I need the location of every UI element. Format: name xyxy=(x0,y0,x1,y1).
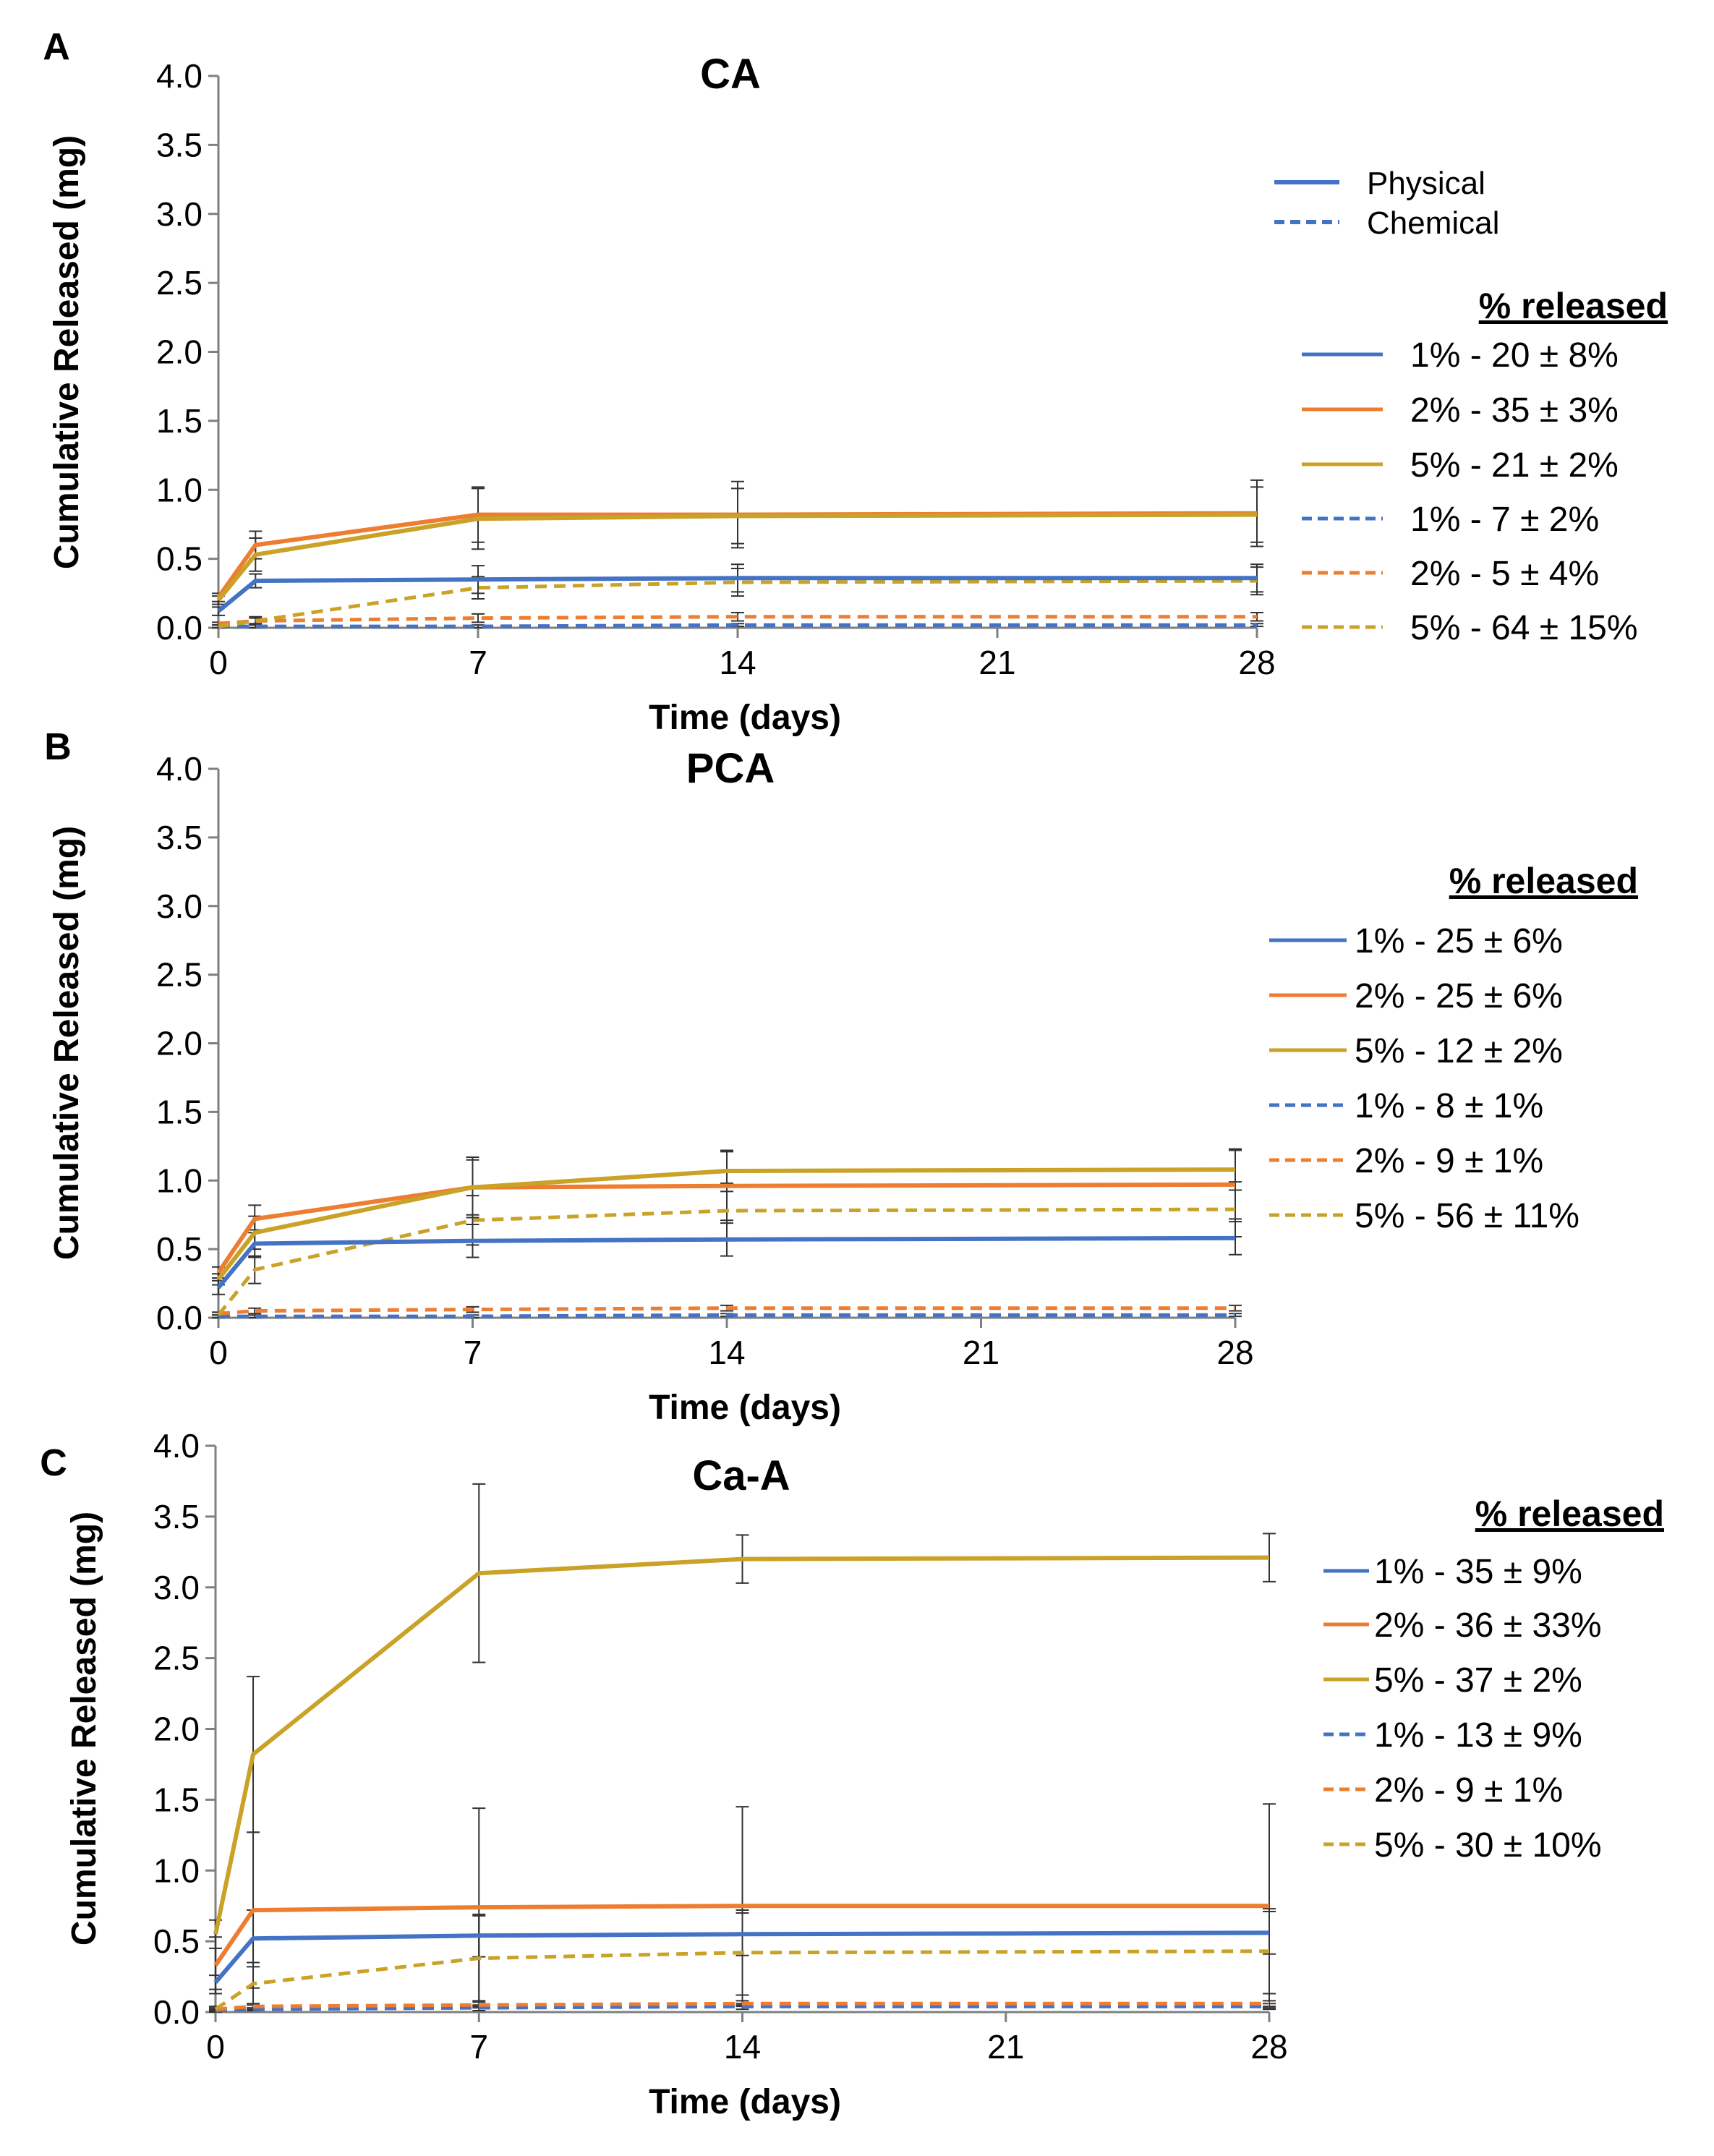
legend-label: 2% - 36 ± 33% xyxy=(1374,1606,1602,1645)
legend-label: 5% - 30 ± 10% xyxy=(1374,1826,1602,1865)
legend-label: 2% - 9 ± 1% xyxy=(1355,1142,1543,1180)
series-line xyxy=(218,1313,1235,1318)
legend-label: 1% - 25 ± 6% xyxy=(1355,922,1563,960)
legend-label: 5% - 12 ± 2% xyxy=(1355,1032,1563,1070)
series-line xyxy=(218,1306,1235,1316)
x-tick-label: 21 xyxy=(987,2028,1024,2066)
y-tick-label: 4.0 xyxy=(156,57,202,95)
y-tick-label: 2.5 xyxy=(153,1640,200,1677)
y-tick-label: 0.5 xyxy=(156,540,202,578)
series-line xyxy=(214,1949,1270,2011)
x-tick-label: 14 xyxy=(708,1334,745,1371)
series-line xyxy=(213,1904,1269,1967)
x-axis-title: Time (days) xyxy=(649,2083,841,2121)
x-tick-label: 0 xyxy=(209,644,228,681)
legend-title: % released xyxy=(1475,1494,1664,1534)
legend-label: 1% - 35 ± 9% xyxy=(1374,1553,1582,1591)
y-tick-label: 1.5 xyxy=(156,402,202,440)
legend-label: 2% - 9 ± 1% xyxy=(1374,1771,1563,1810)
legend-label: 5% - 21 ± 2% xyxy=(1410,446,1619,485)
legend-label: 5% - 56 ± 11% xyxy=(1355,1197,1579,1235)
x-tick-label: 14 xyxy=(719,644,756,681)
series-line xyxy=(213,1555,1270,1935)
x-tick-label: 21 xyxy=(978,644,1015,681)
series-line xyxy=(217,576,1257,613)
y-tick-label: 3.5 xyxy=(156,819,202,856)
x-tick-label: 21 xyxy=(963,1334,999,1371)
y-tick-label: 3.0 xyxy=(153,1569,200,1606)
y-tick-label: 1.0 xyxy=(156,471,202,508)
legend-label: 5% - 64 ± 15% xyxy=(1410,609,1638,647)
x-tick-label: 7 xyxy=(464,1334,482,1371)
x-tick-label: 14 xyxy=(724,2028,761,2066)
series-line xyxy=(218,579,1258,629)
y-tick-label: 0.0 xyxy=(153,1993,200,2031)
legend-label: 1% - 13 ± 9% xyxy=(1374,1716,1582,1755)
type-legend-label: Chemical xyxy=(1367,205,1499,241)
y-tick-label: 3.5 xyxy=(153,1498,200,1535)
y-tick-label: 2.0 xyxy=(156,1025,202,1062)
chart-title: Ca-A xyxy=(692,1452,790,1499)
y-axis-title: Cumulative Released (mg) xyxy=(48,826,86,1260)
y-axis-title: Cumulative Released (mg) xyxy=(65,1512,103,1946)
panel-a: 0.0 0.5 1.0 1.5 2.0 2.5 3.0 3.5 4.0 0 7 14 21 28 Time … xyxy=(43,26,1668,737)
y-tick-label: 4.0 xyxy=(153,1427,200,1465)
series-line xyxy=(216,512,1258,602)
y-axis-title: Cumulative Released (mg) xyxy=(48,135,86,569)
y-tick-label: 4.0 xyxy=(156,750,202,788)
chart-title: PCA xyxy=(686,745,775,792)
legend-title: % released xyxy=(1479,286,1668,326)
y-tick-label: 3.0 xyxy=(156,887,202,925)
y-tick-label: 0.5 xyxy=(156,1230,202,1268)
y-tick-label: 2.0 xyxy=(153,1710,200,1748)
x-axis-title: Time (days) xyxy=(649,699,841,737)
x-tick-label: 7 xyxy=(469,644,487,681)
series-line xyxy=(213,1930,1270,1984)
type-legend-label: Physical xyxy=(1367,166,1485,201)
panel-letter: A xyxy=(43,26,70,68)
panel-b: 0.0 0.5 1.0 1.5 2.0 2.5 3.0 3.5 4.0 0 7 14 21 28 Time … xyxy=(44,726,1638,1427)
x-tick-label: 28 xyxy=(1238,644,1275,681)
y-tick-label: 1.0 xyxy=(153,1852,200,1889)
series-line xyxy=(217,1207,1236,1316)
chart-title: CA xyxy=(700,51,761,98)
series-line xyxy=(215,2004,1269,2013)
x-tick-label: 7 xyxy=(469,2028,488,2066)
y-tick-label: 3.5 xyxy=(156,126,202,163)
y-tick-label: 2.5 xyxy=(156,956,202,994)
x-tick-label: 28 xyxy=(1250,2028,1287,2066)
panel-letter: C xyxy=(40,1442,67,1484)
y-tick-label: 2.5 xyxy=(156,264,202,302)
legend-label: 1% - 8 ± 1% xyxy=(1355,1087,1543,1125)
series-line xyxy=(215,2001,1269,2011)
legend-label: 1% - 7 ± 2% xyxy=(1410,500,1599,539)
y-tick-label: 2.0 xyxy=(156,333,202,371)
y-tick-label: 1.5 xyxy=(156,1093,202,1130)
x-axis-title: Time (days) xyxy=(649,1389,841,1427)
panel-letter: B xyxy=(44,726,72,768)
legend-label: 2% - 35 ± 3% xyxy=(1410,391,1619,430)
legend-label: 5% - 37 ± 2% xyxy=(1374,1661,1582,1700)
y-tick-label: 0.0 xyxy=(156,609,202,647)
y-tick-label: 3.0 xyxy=(156,195,202,233)
y-tick-label: 0.0 xyxy=(156,1299,202,1337)
panel-c: 0.0 0.5 1.0 1.5 2.0 2.5 3.0 3.5 4.0 0 7 14 21 28 Time … xyxy=(40,1427,1664,2121)
x-tick-label: 0 xyxy=(206,2028,225,2066)
x-tick-label: 28 xyxy=(1216,1334,1253,1371)
x-tick-label: 0 xyxy=(209,1334,228,1371)
y-tick-label: 1.5 xyxy=(153,1781,200,1818)
legend-title: % released xyxy=(1449,861,1638,901)
series-line xyxy=(216,1167,1236,1281)
series-line xyxy=(218,623,1257,629)
series-line xyxy=(216,1235,1236,1290)
legend-label: 1% - 20 ± 8% xyxy=(1410,336,1619,375)
y-tick-label: 0.5 xyxy=(153,1922,200,1960)
y-tick-label: 1.0 xyxy=(156,1162,202,1199)
legend-label: 2% - 5 ± 4% xyxy=(1410,555,1599,593)
legend-label: 2% - 25 ± 6% xyxy=(1355,977,1563,1015)
